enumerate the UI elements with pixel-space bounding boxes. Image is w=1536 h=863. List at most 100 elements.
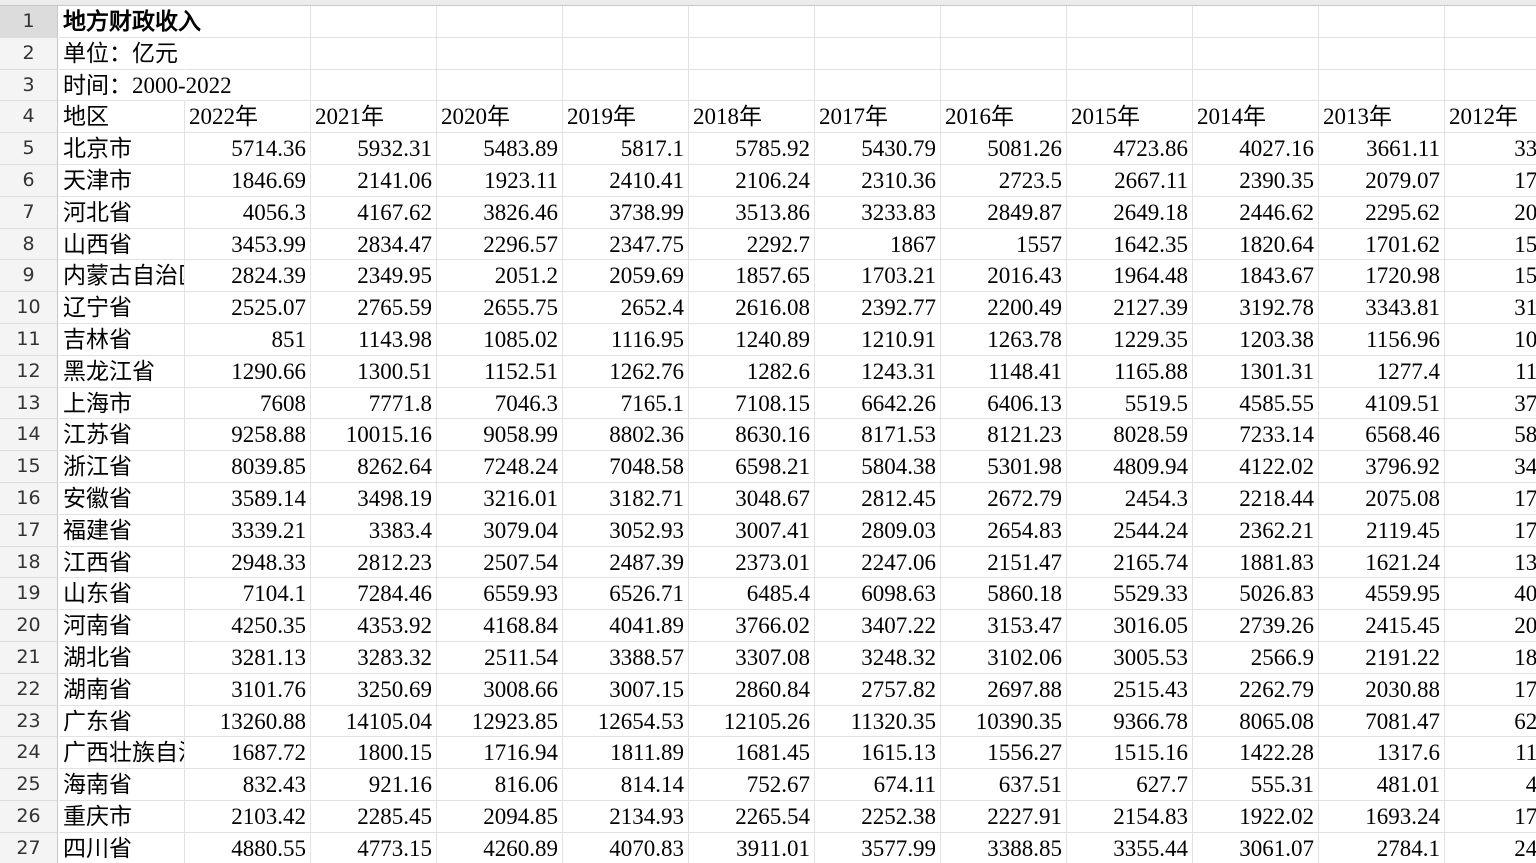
region-cell[interactable]: 内蒙古自治区 [59, 260, 185, 293]
region-cell[interactable]: 重庆市 [59, 801, 185, 833]
value-cell[interactable]: 2016.43 [941, 260, 1067, 293]
period-note[interactable]: 时间：2000-2022 [59, 70, 232, 102]
value-cell[interactable]: 10015.16 [311, 419, 437, 452]
cell[interactable] [1445, 38, 1536, 70]
row-header[interactable]: 10 [0, 292, 58, 324]
value-cell[interactable]: 2812.23 [311, 546, 437, 579]
value-cell[interactable]: 1556.27 [941, 737, 1067, 770]
region-cell[interactable]: 辽宁省 [59, 292, 185, 324]
value-cell[interactable]: 2310.36 [815, 165, 941, 197]
value-cell[interactable]: 2349.95 [311, 260, 437, 293]
row-header[interactable]: 25 [0, 769, 58, 801]
value-cell[interactable]: 2295.62 [1319, 196, 1445, 229]
value-cell[interactable]: 3661.11 [1319, 133, 1445, 165]
value-cell[interactable]: 2200.49 [941, 292, 1067, 324]
value-cell[interactable]: 3388.85 [941, 832, 1067, 863]
cell[interactable] [689, 37, 815, 70]
value-cell[interactable]: 1776. [1445, 515, 1536, 547]
region-cell[interactable]: 北京市 [59, 133, 185, 165]
value-cell[interactable]: 7081.47 [1319, 705, 1445, 738]
value-cell[interactable]: 1922.02 [1193, 801, 1319, 833]
value-cell[interactable]: 3007.15 [563, 673, 689, 706]
value-cell[interactable]: 6485.4 [689, 578, 815, 611]
row-header[interactable]: 12 [0, 355, 58, 388]
row-header[interactable]: 3 [0, 69, 58, 102]
value-cell[interactable]: 2834.47 [311, 228, 437, 261]
value-cell[interactable]: 1720.98 [1319, 260, 1445, 293]
value-cell[interactable]: 3388.57 [563, 642, 689, 674]
cell[interactable] [1319, 6, 1445, 38]
value-cell[interactable]: 2655.75 [437, 292, 563, 324]
cell[interactable] [1067, 37, 1193, 70]
cell[interactable] [563, 37, 689, 70]
value-cell[interactable]: 7608 [185, 387, 311, 420]
region-cell[interactable]: 海南省 [59, 769, 185, 801]
value-cell[interactable]: 2191.22 [1319, 642, 1445, 674]
value-cell[interactable]: 3102.06 [941, 642, 1067, 674]
value-cell[interactable]: 4109.51 [1319, 387, 1445, 420]
value-cell[interactable]: 2106.24 [689, 165, 815, 197]
row-header[interactable]: 14 [0, 419, 58, 452]
cell[interactable] [941, 69, 1067, 102]
value-cell[interactable]: 3079.04 [437, 514, 563, 547]
region-cell[interactable]: 湖北省 [59, 642, 185, 674]
region-cell[interactable]: 广西壮族自治区 [59, 737, 185, 770]
value-cell[interactable]: 1615.13 [815, 737, 941, 770]
value-cell[interactable]: 1687.72 [185, 737, 311, 770]
value-cell[interactable]: 3383.4 [311, 514, 437, 547]
value-cell[interactable]: 752.67 [689, 769, 815, 801]
value-cell[interactable]: 2667.11 [1067, 165, 1193, 197]
value-cell[interactable]: 9258.88 [185, 419, 311, 452]
row-header[interactable]: 7 [0, 196, 58, 229]
value-cell[interactable]: 1923.11 [437, 165, 563, 197]
value-cell[interactable]: 4041.89 [563, 610, 689, 642]
row-header[interactable]: 11 [0, 324, 58, 356]
cell[interactable] [311, 37, 437, 70]
value-cell[interactable]: 2134.93 [563, 801, 689, 833]
value-cell[interactable]: 2075.08 [1319, 483, 1445, 515]
value-cell[interactable]: 7771.8 [311, 387, 437, 420]
value-cell[interactable]: 2515.43 [1067, 673, 1193, 706]
value-cell[interactable]: 3048.67 [689, 483, 815, 515]
value-cell[interactable]: 1203.38 [1193, 324, 1319, 356]
value-cell[interactable]: 8171.53 [815, 419, 941, 452]
value-cell[interactable]: 2544.24 [1067, 514, 1193, 547]
value-cell[interactable]: 3061.07 [1193, 832, 1319, 863]
row-header[interactable]: 2 [0, 37, 58, 70]
value-cell[interactable]: 2454.3 [1067, 483, 1193, 515]
value-cell[interactable]: 2860.84 [689, 673, 815, 706]
value-cell[interactable]: 1262.76 [563, 355, 689, 388]
value-cell[interactable]: 1703.21 [815, 260, 941, 293]
value-cell[interactable]: 8630.16 [689, 419, 815, 452]
value-cell[interactable]: 5932.31 [311, 133, 437, 165]
value-cell[interactable]: 1964.48 [1067, 260, 1193, 293]
cell[interactable] [185, 6, 311, 38]
value-cell[interactable]: 8121.23 [941, 419, 1067, 452]
value-cell[interactable]: 2362.21 [1193, 514, 1319, 547]
row-header[interactable]: 13 [0, 387, 58, 420]
value-cell[interactable]: 2392.77 [815, 292, 941, 324]
cell[interactable] [689, 6, 815, 38]
value-cell[interactable]: 5804.38 [815, 451, 941, 483]
value-cell[interactable]: 12923.85 [437, 705, 563, 738]
value-cell[interactable]: 4056.3 [185, 196, 311, 229]
cell[interactable] [1193, 69, 1319, 102]
value-cell[interactable]: 1792. [1445, 483, 1536, 515]
value-cell[interactable]: 4773.15 [311, 832, 437, 863]
row-header[interactable]: 16 [0, 483, 58, 515]
value-cell[interactable]: 3250.69 [311, 673, 437, 706]
cell[interactable] [941, 37, 1067, 70]
cell[interactable] [185, 37, 311, 70]
value-cell[interactable]: 13260.88 [185, 705, 311, 738]
value-cell[interactable]: 2525.07 [185, 292, 311, 324]
column-heading[interactable]: 2018年 [689, 101, 815, 134]
value-cell[interactable]: 5519.5 [1067, 387, 1193, 420]
value-cell[interactable]: 3216.01 [437, 483, 563, 515]
value-cell[interactable]: 2265.54 [689, 801, 815, 833]
sheet-title[interactable]: 地方财政收入 [59, 6, 201, 38]
value-cell[interactable]: 9366.78 [1067, 705, 1193, 738]
value-cell[interactable]: 2849.87 [941, 196, 1067, 229]
value-cell[interactable]: 4168.84 [437, 610, 563, 642]
value-cell[interactable]: 1240.89 [689, 324, 815, 356]
value-cell[interactable]: 1557 [941, 228, 1067, 261]
